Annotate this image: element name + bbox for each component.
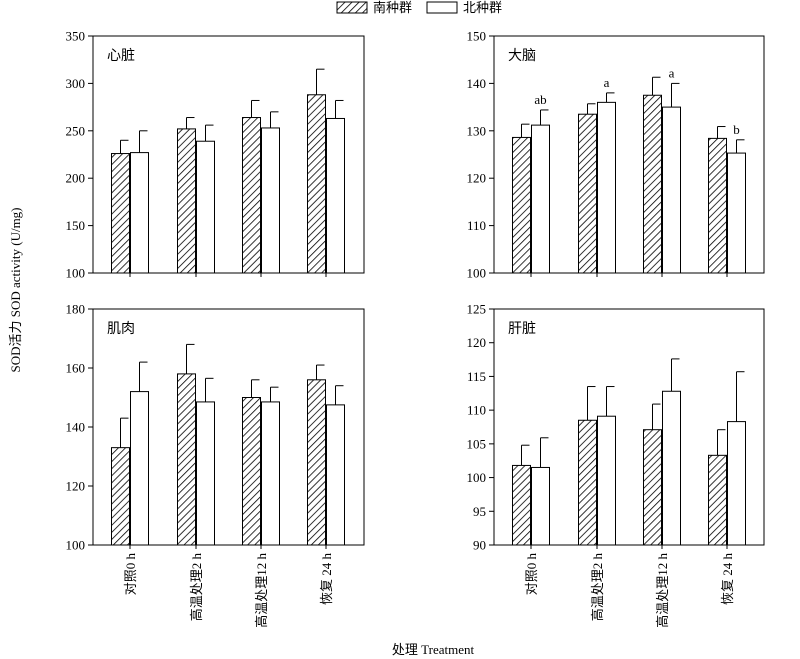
bar-south bbox=[177, 128, 196, 274]
legend-label-south: 南种群 bbox=[373, 0, 412, 15]
bar-south bbox=[512, 136, 531, 274]
bar-north bbox=[196, 401, 215, 546]
panel-heart: 100 150 200 250 300 350 心脏 bbox=[66, 29, 365, 281]
bar-south bbox=[512, 464, 531, 546]
bar-north bbox=[196, 140, 215, 274]
bar-north bbox=[597, 101, 616, 274]
y-tick-label: 100 bbox=[467, 470, 487, 485]
category-label: 高温处理2 h bbox=[189, 553, 204, 622]
y-tick-label: 140 bbox=[66, 420, 86, 435]
y-tick-label: 120 bbox=[467, 171, 487, 186]
category-label: 对照0 h bbox=[524, 553, 539, 596]
bar-south bbox=[242, 397, 261, 546]
legend: 南种群 北种群 bbox=[336, 0, 502, 15]
bar-north bbox=[531, 124, 550, 274]
category-label: 恢复 24 h bbox=[720, 553, 735, 606]
category-label: 高温处理2 h bbox=[590, 553, 605, 622]
significance-label: a bbox=[669, 65, 675, 80]
panel-muscle: 100 120 140 160 180 肌肉 bbox=[66, 302, 365, 553]
y-tick-label: 200 bbox=[66, 171, 86, 186]
bar-south bbox=[643, 429, 662, 546]
legend-swatch-north bbox=[426, 1, 458, 14]
bar-north bbox=[531, 466, 550, 546]
y-tick-label: 100 bbox=[467, 266, 487, 281]
bar-south bbox=[578, 419, 597, 546]
panel-title: 心脏 bbox=[107, 48, 135, 64]
bar-north bbox=[261, 401, 280, 546]
bar-south bbox=[708, 137, 727, 274]
y-tick-label: 100 bbox=[66, 538, 86, 553]
y-tick-label: 140 bbox=[467, 76, 487, 91]
y-tick-label: 150 bbox=[467, 29, 487, 44]
bar-north bbox=[326, 117, 345, 274]
legend-label-north: 北种群 bbox=[463, 0, 502, 15]
bar-south bbox=[111, 153, 130, 274]
panel-liver: 90 95 100 105 110 115 120 125 肝脏 bbox=[467, 302, 765, 553]
y-tick-label: 120 bbox=[467, 335, 487, 350]
significance-label: a bbox=[604, 75, 610, 90]
bar-north bbox=[326, 404, 345, 546]
y-tick-label: 105 bbox=[467, 436, 487, 451]
bar-south bbox=[578, 113, 597, 274]
bar-north bbox=[130, 391, 149, 546]
bar-south bbox=[242, 117, 261, 274]
y-tick-label: 90 bbox=[473, 538, 486, 553]
category-label: 对照0 h bbox=[123, 553, 138, 596]
bar-north bbox=[597, 415, 616, 546]
category-label: 高温处理12 h bbox=[254, 553, 269, 628]
x-axis-title: 处理 Treatment bbox=[392, 642, 475, 657]
y-tick-label: 125 bbox=[467, 302, 487, 317]
bar-south bbox=[177, 373, 196, 546]
category-labels-right: 对照0 h 高温处理2 h 高温处理12 h 恢复 24 h bbox=[524, 553, 735, 628]
category-label: 高温处理12 h bbox=[655, 553, 670, 628]
bar-north bbox=[662, 390, 681, 546]
y-tick-label: 95 bbox=[473, 504, 486, 519]
y-tick-label: 300 bbox=[66, 76, 86, 91]
category-labels-left: 对照0 h 高温处理2 h 高温处理12 h 恢复 24 h bbox=[123, 553, 334, 628]
plot-frame-liver bbox=[493, 308, 765, 546]
bar-south bbox=[708, 454, 727, 546]
y-axis-title: SOD活力 SOD activity (U/mg) bbox=[8, 207, 23, 372]
panel-title: 肌肉 bbox=[107, 321, 135, 337]
bar-south bbox=[111, 447, 130, 546]
bar-north bbox=[727, 421, 746, 546]
bar-north bbox=[130, 152, 149, 274]
significance-label: b bbox=[733, 122, 740, 137]
panel-title: 肝脏 bbox=[508, 321, 536, 337]
bar-north bbox=[727, 152, 746, 274]
bar-north bbox=[662, 106, 681, 274]
plot-frame-heart bbox=[92, 35, 365, 274]
y-tick-label: 110 bbox=[467, 218, 486, 233]
y-tick-label: 250 bbox=[66, 123, 86, 138]
bar-south bbox=[307, 379, 326, 546]
y-tick-label: 110 bbox=[467, 403, 486, 418]
y-tick-label: 150 bbox=[66, 218, 86, 233]
bar-north bbox=[261, 127, 280, 274]
y-tick-label: 100 bbox=[66, 266, 86, 281]
y-tick-label: 115 bbox=[467, 369, 486, 384]
y-tick-label: 160 bbox=[66, 361, 86, 376]
y-tick-label: 120 bbox=[66, 479, 86, 494]
y-tick-label: 350 bbox=[66, 29, 86, 44]
category-label: 恢复 24 h bbox=[319, 553, 334, 606]
y-tick-label: 180 bbox=[66, 302, 86, 317]
plot-frame-brain bbox=[493, 35, 765, 274]
bar-south bbox=[643, 94, 662, 274]
significance-label: ab bbox=[534, 92, 546, 107]
legend-swatch-south bbox=[336, 1, 368, 14]
y-tick-label: 130 bbox=[467, 123, 487, 138]
bar-south bbox=[307, 94, 326, 274]
panel-title: 大脑 bbox=[508, 48, 536, 64]
